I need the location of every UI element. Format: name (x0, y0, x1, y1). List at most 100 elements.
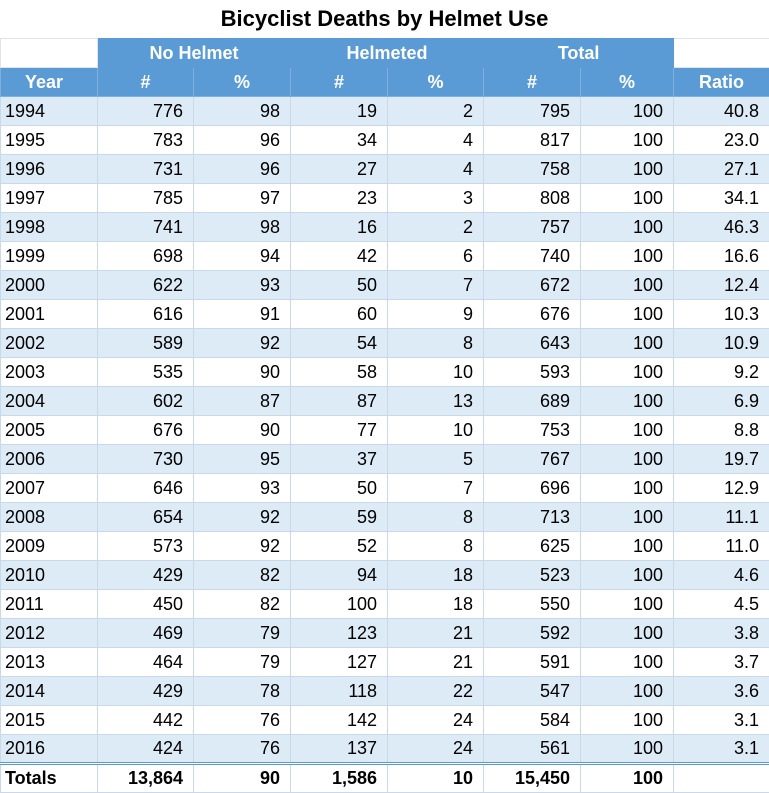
cell: 523 (484, 561, 581, 590)
cell: 27.1 (674, 155, 769, 184)
cell: 3.7 (674, 648, 769, 677)
cell: 76 (194, 735, 291, 764)
cell: 2007 (1, 474, 98, 503)
cell: 40.8 (674, 97, 769, 126)
cell: 591 (484, 648, 581, 677)
cell: 8.8 (674, 416, 769, 445)
cell: 602 (98, 387, 194, 416)
cell: 142 (291, 706, 388, 735)
cell: 1996 (1, 155, 98, 184)
cell: 654 (98, 503, 194, 532)
cell: 2002 (1, 329, 98, 358)
cell: 741 (98, 213, 194, 242)
cell: 96 (194, 155, 291, 184)
cell: 3.1 (674, 706, 769, 735)
cell: 100 (581, 445, 674, 474)
cell: 19 (291, 97, 388, 126)
cell: 10.9 (674, 329, 769, 358)
cell: 100 (581, 97, 674, 126)
cell: 698 (98, 242, 194, 271)
cell: 96 (194, 126, 291, 155)
cell: 442 (98, 706, 194, 735)
empty-cell (674, 764, 769, 793)
cell: 118 (291, 677, 388, 706)
cell: 100 (581, 155, 674, 184)
cell: 2003 (1, 358, 98, 387)
cell: 58 (291, 358, 388, 387)
cell: 100 (581, 474, 674, 503)
cell: 622 (98, 271, 194, 300)
cell: 79 (194, 648, 291, 677)
cell: 11.0 (674, 532, 769, 561)
cell: 100 (581, 213, 674, 242)
cell: 87 (291, 387, 388, 416)
cell: 100 (581, 329, 674, 358)
cell: 2010 (1, 561, 98, 590)
cell: 2011 (1, 590, 98, 619)
cell: 18 (388, 590, 484, 619)
cell: 2008 (1, 503, 98, 532)
cell: 795 (484, 97, 581, 126)
header-row: Year#%#%#%Ratio (1, 68, 769, 97)
cell: 625 (484, 532, 581, 561)
cell: 817 (484, 126, 581, 155)
cell: 13 (388, 387, 484, 416)
column-header: Year (1, 68, 98, 97)
cell: 1999 (1, 242, 98, 271)
cell: 54 (291, 329, 388, 358)
cell: 59 (291, 503, 388, 532)
cell: 7 (388, 474, 484, 503)
cell: 3.1 (674, 735, 769, 764)
cell: 4.6 (674, 561, 769, 590)
column-header: Ratio (674, 68, 769, 97)
empty-cell (674, 39, 769, 68)
cell: 8 (388, 329, 484, 358)
cell: 23 (291, 184, 388, 213)
cell: 94 (194, 242, 291, 271)
cell: 758 (484, 155, 581, 184)
cell: 21 (388, 619, 484, 648)
cell: 757 (484, 213, 581, 242)
cell: 689 (484, 387, 581, 416)
cell: 2000 (1, 271, 98, 300)
total-cell: 13,864 (98, 764, 194, 793)
cell: 100 (581, 387, 674, 416)
cell: 1998 (1, 213, 98, 242)
cell: 8 (388, 503, 484, 532)
cell: 2004 (1, 387, 98, 416)
cell: 5 (388, 445, 484, 474)
cell: 592 (484, 619, 581, 648)
cell: 19.7 (674, 445, 769, 474)
cell: 2016 (1, 735, 98, 764)
cell: 92 (194, 329, 291, 358)
cell: 100 (581, 590, 674, 619)
cell: 92 (194, 532, 291, 561)
cell: 24 (388, 706, 484, 735)
cell: 100 (581, 503, 674, 532)
cell: 2012 (1, 619, 98, 648)
cell: 4 (388, 126, 484, 155)
cell: 12.9 (674, 474, 769, 503)
cell: 1997 (1, 184, 98, 213)
cell: 424 (98, 735, 194, 764)
cell: 60 (291, 300, 388, 329)
cell: 643 (484, 329, 581, 358)
cell: 16 (291, 213, 388, 242)
cell: 100 (581, 184, 674, 213)
cell: 584 (484, 706, 581, 735)
cell: 535 (98, 358, 194, 387)
cell: 100 (291, 590, 388, 619)
cell: 50 (291, 271, 388, 300)
column-header: % (194, 68, 291, 97)
cell: 52 (291, 532, 388, 561)
